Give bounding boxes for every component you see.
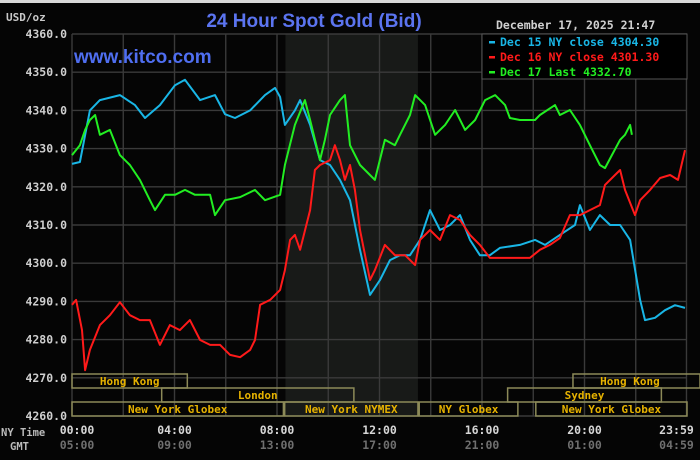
y-tick-label: 4340.0 <box>25 103 67 117</box>
series-line-3 <box>71 94 633 217</box>
session-label: New York NYMEX <box>305 403 398 416</box>
legend-entry: Dec 15 NY close 4304.30 <box>500 35 659 49</box>
y-tick-label: 4360.0 <box>25 27 67 41</box>
y-tick-label: 4350.0 <box>25 65 67 79</box>
y-tick-label: 4260.0 <box>25 409 67 423</box>
y-tick-label: 4280.0 <box>25 333 67 347</box>
x-tick-label-ny: 23:59 <box>659 423 694 437</box>
session-label: London <box>238 389 278 402</box>
session-bar: New York Globex <box>71 401 285 417</box>
y-axis-unit-label: USD/oz <box>6 11 46 24</box>
legend-swatch <box>489 56 495 59</box>
legend-entry: Dec 17 Last 4332.70 <box>500 65 632 79</box>
ny-time-row-label: NY Time <box>1 427 45 439</box>
series-line-2 <box>71 144 686 372</box>
series-line-1 <box>71 78 686 322</box>
kitco-watermark[interactable]: www.kitco.com <box>73 47 212 68</box>
x-tick-label-ny: 20:00 <box>567 423 602 437</box>
session-bar: Hong Kong <box>71 373 189 389</box>
x-tick-label-gmt: 09:00 <box>157 438 192 452</box>
session-box <box>71 401 285 417</box>
x-tick-label-gmt: 04:59 <box>659 438 694 452</box>
chart-title: 24 Hour Spot Gold (Bid) <box>206 11 421 32</box>
x-tick-label-gmt: 13:00 <box>260 438 295 452</box>
y-tick-label: 4290.0 <box>25 294 67 308</box>
session-box <box>535 401 688 417</box>
session-label: Hong Kong <box>100 375 160 388</box>
session-box <box>71 373 189 389</box>
x-tick-label-ny: 04:00 <box>157 423 192 437</box>
session-label: New York Globex <box>562 403 662 416</box>
y-tick-label: 4300.0 <box>25 256 67 270</box>
chart-timestamp: December 17, 2025 21:47 <box>496 18 655 32</box>
legend-entry: Dec 16 NY close 4301.30 <box>500 50 659 64</box>
x-tick-label-ny: 12:00 <box>362 423 397 437</box>
y-tick-label: 4310.0 <box>25 218 67 232</box>
session-bar: New York Globex <box>535 401 688 417</box>
legend-swatch <box>489 71 495 74</box>
x-tick-label-gmt: 01:00 <box>567 438 602 452</box>
session-label: New York Globex <box>128 403 228 416</box>
x-tick-label-gmt: 05:00 <box>60 438 95 452</box>
x-tick-label-ny: 16:00 <box>465 423 500 437</box>
session-box <box>283 401 419 417</box>
session-label: Hong Kong <box>600 375 660 388</box>
gmt-row-label: GMT <box>10 441 29 453</box>
top-border <box>0 0 700 3</box>
y-tick-label: 4330.0 <box>25 142 67 156</box>
session-box <box>418 401 519 417</box>
session-label: Sydney <box>565 389 605 402</box>
x-tick-label-gmt: 17:00 <box>362 438 397 452</box>
y-tick-label: 4270.0 <box>25 371 67 385</box>
legend-swatch <box>489 41 495 44</box>
session-bar: NY Globex <box>418 401 519 417</box>
x-tick-label-gmt: 21:00 <box>465 438 500 452</box>
session-bar: New York NYMEX <box>283 401 419 417</box>
legend-box <box>481 33 688 80</box>
y-tick-label: 4320.0 <box>25 180 67 194</box>
x-tick-label-ny: 08:00 <box>260 423 295 437</box>
x-tick-label-ny: 00:00 <box>60 423 95 437</box>
session-label: NY Globex <box>439 403 499 416</box>
